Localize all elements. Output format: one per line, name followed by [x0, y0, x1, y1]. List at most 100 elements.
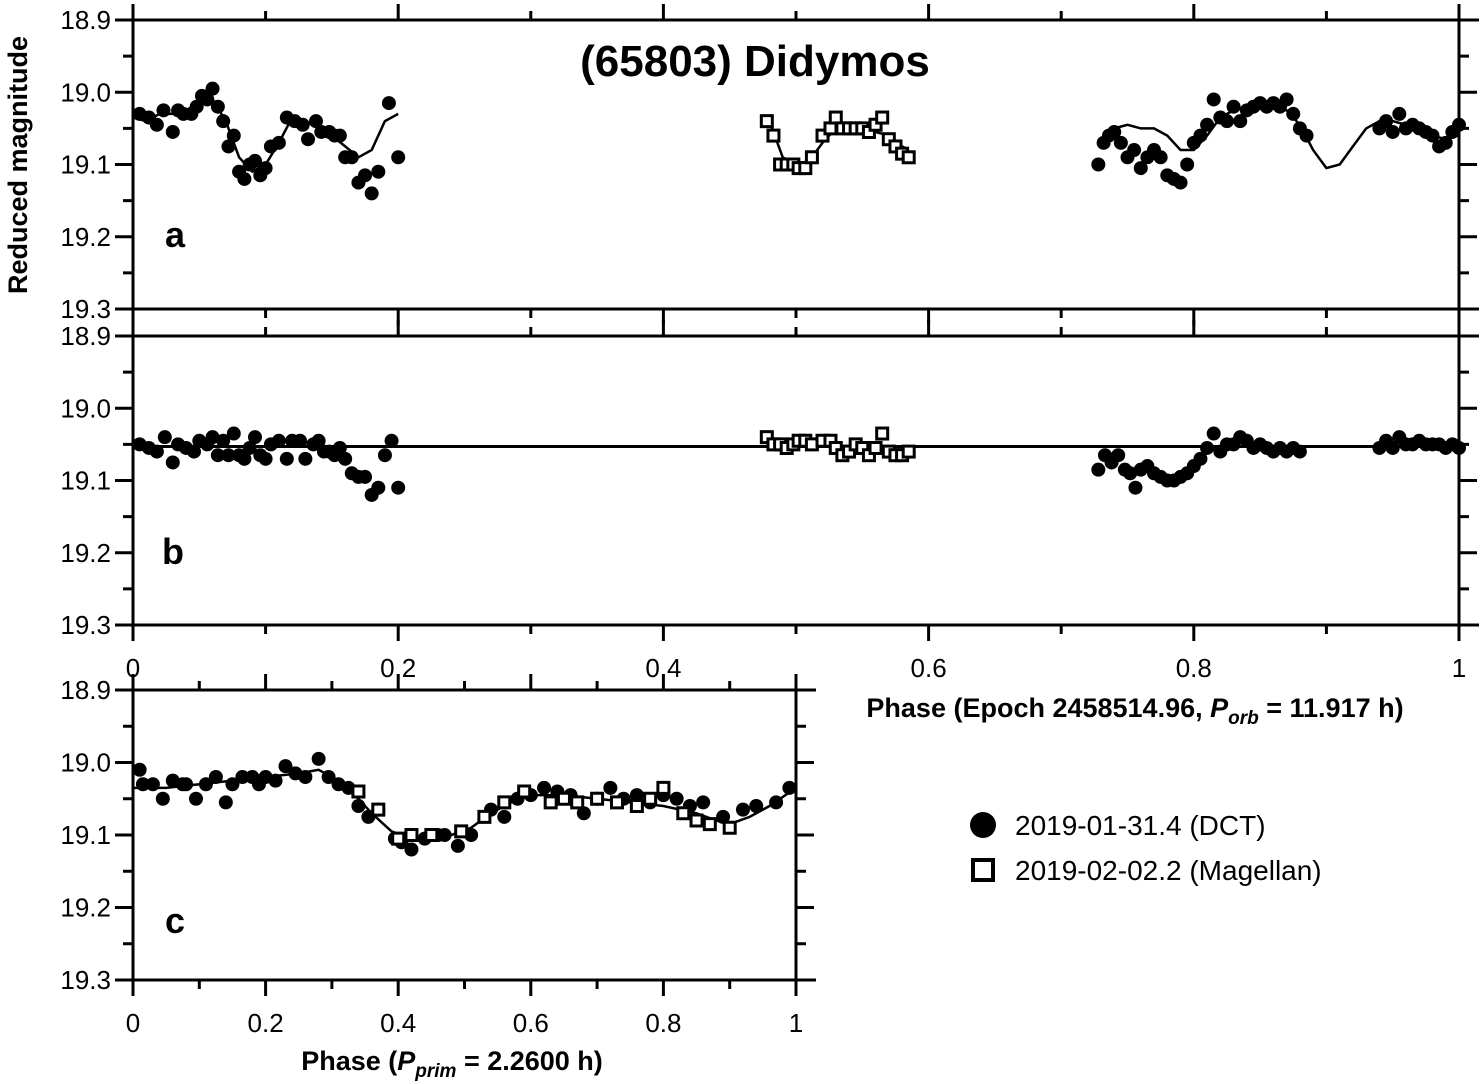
data-point-dct	[1206, 92, 1221, 107]
x-tick-label: 0.2	[248, 1008, 284, 1038]
data-point-dct	[1233, 114, 1248, 129]
data-point-dct	[298, 451, 313, 466]
data-point-magellan	[371, 802, 386, 817]
data-point-dct	[311, 751, 326, 766]
data-point-dct	[450, 838, 465, 853]
y-tick-label: 19.1	[60, 466, 111, 496]
x-tick-label: 0.8	[1176, 653, 1212, 683]
data-point-dct	[308, 114, 323, 129]
data-point-dct	[205, 430, 220, 445]
data-point-dct	[1153, 150, 1168, 165]
x-axis-title: Phase (Epoch 2458514.96, Porb = 11.917 h…	[866, 693, 1403, 729]
legend: 2019-01-31.4 (DCT) 2019-02-02.2 (Magella…	[970, 810, 1322, 886]
data-point-dct	[1206, 426, 1221, 441]
y-tick-label: 19.0	[60, 393, 111, 423]
data-point-magellan	[901, 444, 916, 459]
data-point-dct	[271, 135, 286, 150]
data-point-dct	[381, 96, 396, 111]
panel-letter-b: b	[162, 531, 184, 572]
data-point-dct	[210, 99, 225, 114]
x-tick-label: 1	[789, 1008, 803, 1038]
panel-b: 18.919.019.119.219.30 0.2 0.4 0.6 0.8 1bPhase…	[60, 320, 1479, 729]
data-point-dct	[1193, 451, 1208, 466]
data-point-dct	[179, 777, 194, 792]
y-tick-label: 19.1	[60, 150, 111, 180]
data-point-dct	[149, 444, 164, 459]
data-point-magellan	[656, 780, 671, 795]
data-point-magellan	[543, 795, 558, 810]
data-point-dct	[321, 770, 336, 784]
data-point-dct	[338, 451, 353, 466]
data-point-dct	[1173, 175, 1188, 190]
data-point-magellan	[424, 828, 439, 842]
data-point-dct	[156, 103, 171, 118]
data-point-dct	[344, 150, 359, 165]
data-point-magellan	[351, 784, 366, 799]
data-point-dct	[1299, 128, 1314, 143]
data-point-dct	[1392, 106, 1407, 121]
data-point-dct	[247, 153, 262, 168]
data-point-dct	[377, 448, 392, 463]
data-point-dct	[149, 117, 164, 132]
data-point-dct	[200, 92, 215, 107]
x-tick-label: 0.4	[380, 1008, 416, 1038]
legend-label-magellan: 2019-02-02.2 (Magellan)	[1015, 855, 1322, 886]
data-point-dct	[1279, 92, 1294, 107]
data-point-dct	[237, 451, 252, 466]
data-point-dct	[208, 770, 223, 784]
data-point-dct	[629, 788, 644, 803]
data-point-dct	[358, 469, 373, 484]
data-point-dct	[1133, 161, 1148, 176]
panel-a: 18.9 19.0 19.1 19.2 19.3 a	[60, 4, 1479, 325]
data-point-dct	[247, 430, 262, 445]
data-point-magellan	[629, 799, 644, 813]
x-tick-label: 1	[1452, 653, 1466, 683]
data-point-dct	[155, 791, 170, 806]
data-point-dct	[1292, 444, 1307, 459]
x-tick-label: 0.6	[513, 1008, 549, 1038]
data-point-magellan	[609, 795, 624, 810]
data-point-dct	[576, 806, 591, 821]
data-point-dct	[188, 791, 203, 806]
data-point-dct	[1107, 124, 1122, 139]
data-point-dct	[1111, 448, 1126, 463]
data-point-dct	[258, 161, 273, 176]
data-point-dct	[1286, 106, 1301, 121]
data-point-magellan	[477, 809, 492, 824]
data-point-dct	[1438, 135, 1453, 150]
data-point-dct	[298, 770, 313, 784]
y-tick-label: 19.0	[60, 748, 111, 778]
y-axis-title: Reduced magnitude	[3, 36, 33, 294]
data-point-dct	[293, 433, 308, 448]
data-point-dct	[186, 444, 201, 459]
data-point-dct	[311, 433, 326, 448]
data-point-magellan	[702, 817, 717, 832]
data-point-magellan	[590, 791, 605, 806]
data-point-magellan	[497, 795, 512, 810]
data-point-dct	[237, 171, 252, 186]
data-point-dct	[225, 777, 240, 792]
data-point-dct	[235, 770, 250, 784]
data-point-dct	[358, 168, 373, 183]
data-point-magellan	[875, 426, 890, 441]
data-point-magellan	[454, 824, 469, 839]
data-point-dct	[279, 451, 294, 466]
data-point-magellan	[722, 820, 737, 835]
data-point-dct	[1385, 440, 1400, 455]
y-tick-label: 18.9	[60, 321, 111, 351]
data-point-magellan	[404, 828, 419, 842]
data-point-magellan	[868, 440, 883, 455]
data-point-dct	[1180, 157, 1195, 172]
data-point-dct	[437, 828, 452, 842]
y-tick-label: 18.9	[60, 5, 111, 35]
data-point-dct	[391, 150, 406, 165]
data-point-dct	[1379, 114, 1394, 129]
data-point-dct	[258, 451, 273, 466]
data-point-dct	[226, 426, 241, 441]
data-point-dct	[1452, 440, 1466, 455]
data-point-dct	[1425, 128, 1440, 143]
data-point-magellan	[875, 110, 890, 125]
data-point-dct	[1128, 480, 1143, 495]
y-tick-label: 19.3	[60, 610, 111, 640]
data-point-dct	[165, 124, 180, 139]
